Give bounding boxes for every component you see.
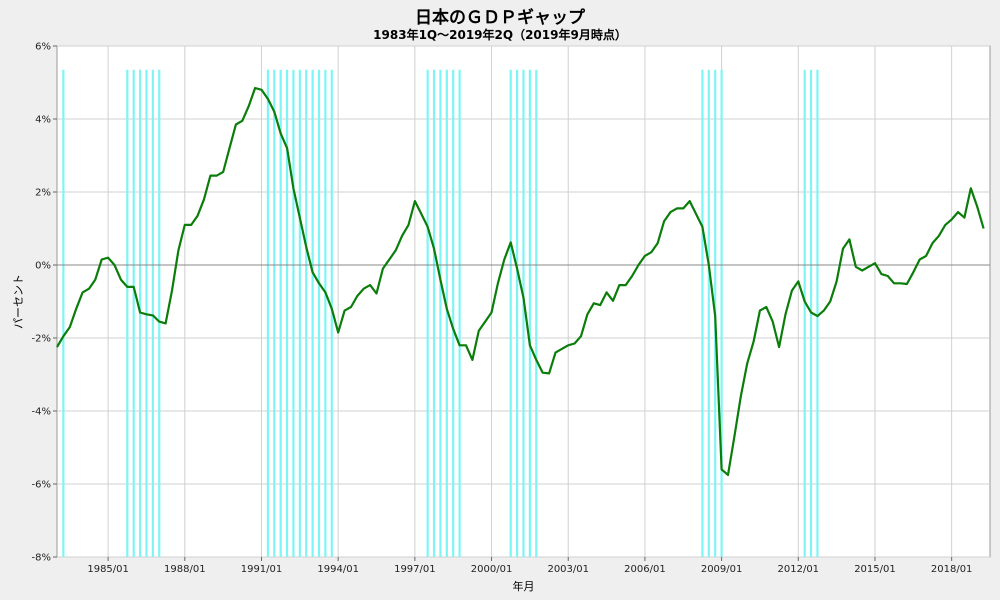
y-tick-label: 4% [35, 115, 51, 126]
chart-title: 日本のＧＤＰギャップ [415, 8, 585, 28]
y-tick-label: 2% [35, 188, 51, 199]
x-axis-label: 年月 [513, 579, 535, 593]
y-tick-label: -8% [32, 553, 51, 564]
x-tick-label: 1985/01 [87, 564, 129, 575]
x-tick-label: 2009/01 [701, 564, 743, 575]
y-tick-label: 6% [35, 42, 51, 53]
x-tick-label: 1997/01 [394, 564, 436, 575]
x-tick-label: 2018/01 [931, 564, 973, 575]
x-tick-label: 2000/01 [471, 564, 513, 575]
y-tick-label: 0% [35, 261, 51, 272]
x-axis-ticks: 1985/01 1988/01 1991/01 1994/01 1997/01 2000/… [87, 557, 972, 575]
x-tick-label: 2015/01 [854, 564, 896, 575]
x-tick-label: 1994/01 [317, 564, 359, 575]
x-tick-label: 2003/01 [547, 564, 589, 575]
y-axis-label: パーセント [12, 274, 25, 329]
y-tick-label: -4% [32, 407, 51, 418]
y-axis-ticks: 6% 4% 2% 0% -2% -4% -6% -8% [32, 42, 57, 564]
series-line [56, 86, 985, 476]
x-tick-label: 2006/01 [624, 564, 666, 575]
chart-subtitle: 1983年1Q～2019年2Q（2019年9月時点） [373, 28, 627, 42]
y-tick-label: -2% [32, 334, 51, 345]
x-tick-label: 1991/01 [241, 564, 283, 575]
series-layer [56, 86, 985, 476]
x-tick-label: 1988/01 [164, 564, 206, 575]
x-tick-label: 2012/01 [778, 564, 820, 575]
y-tick-label: -6% [32, 480, 51, 491]
